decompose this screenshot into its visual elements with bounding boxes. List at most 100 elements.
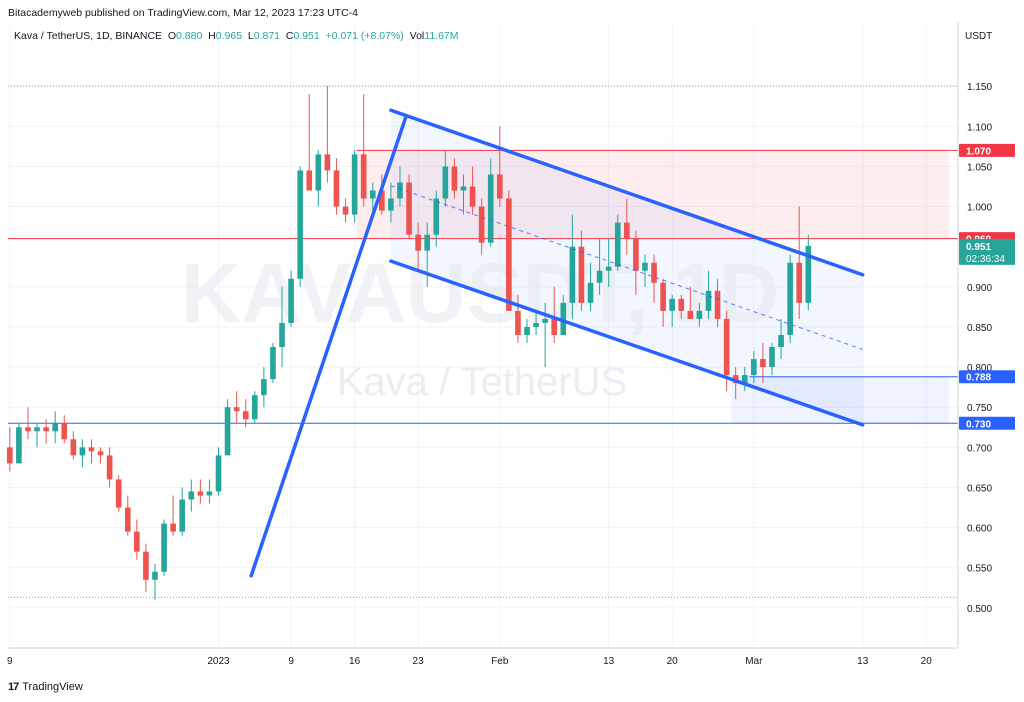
- candle: [751, 351, 757, 384]
- candle: [741, 367, 748, 392]
- candle-body: [642, 262, 648, 271]
- candle-body: [796, 262, 803, 303]
- candle: [533, 310, 539, 335]
- candle: [642, 254, 648, 287]
- candle-body: [170, 523, 176, 532]
- resistance-zone: [356, 150, 949, 239]
- candle: [769, 342, 775, 376]
- candle-body: [233, 407, 240, 412]
- candle-body: [242, 411, 249, 420]
- candle: [16, 423, 22, 464]
- ohlc-legend: Kava / TetherUS, 1D, BINANCE O0.880 H0.9…: [14, 30, 459, 42]
- price-tick-label: 0.800: [967, 363, 992, 374]
- candle: [97, 447, 104, 464]
- candle-body: [487, 174, 494, 243]
- candle-body: [351, 154, 358, 215]
- candle: [451, 158, 458, 199]
- candle-body: [741, 375, 748, 384]
- candle-body: [388, 198, 394, 211]
- legend-low: 0.871: [253, 30, 281, 42]
- channel-lines: [249, 108, 865, 578]
- candle-body: [651, 262, 657, 283]
- candle: [524, 318, 530, 343]
- candle: [478, 198, 485, 255]
- candle: [415, 222, 421, 271]
- time-tick-label: 13: [857, 656, 869, 667]
- candle: [324, 86, 331, 183]
- candle-body: [760, 359, 766, 368]
- candle: [143, 543, 149, 592]
- candle-body: [152, 571, 158, 580]
- last-price-label: 0.951: [966, 242, 991, 253]
- tradingview-logo-icon: 17: [8, 681, 19, 693]
- candle: [79, 439, 86, 468]
- candle-body: [769, 347, 775, 368]
- candle-body: [578, 246, 585, 303]
- candle: [170, 495, 176, 536]
- candle-body: [605, 266, 612, 271]
- footer-brand: TradingView: [22, 681, 83, 693]
- candle: [778, 318, 784, 360]
- candle-body: [596, 270, 603, 283]
- legend-open-key: O: [167, 30, 177, 42]
- time-tick-label: Feb: [491, 656, 509, 667]
- candle-body: [751, 359, 757, 376]
- candle: [560, 294, 567, 335]
- time-tick-label: 9: [7, 656, 13, 667]
- candle: [388, 182, 394, 223]
- price-tick-label: 0.850: [967, 323, 992, 334]
- candle: [424, 222, 431, 287]
- candle-body: [215, 455, 222, 492]
- candle-body: [179, 499, 186, 532]
- candle-body: [34, 427, 40, 432]
- candle: [596, 238, 603, 295]
- candle-body: [79, 447, 86, 456]
- candle: [397, 166, 403, 207]
- candle: [297, 166, 303, 287]
- candle-body: [614, 222, 621, 267]
- candle: [515, 294, 521, 343]
- candle-body: [515, 310, 521, 335]
- candle: [442, 150, 449, 207]
- legend-open: 0.880: [176, 30, 203, 42]
- candle: [251, 391, 258, 424]
- price-tick-label: 0.500: [967, 604, 992, 615]
- candle-body: [369, 190, 376, 199]
- candle: [233, 391, 240, 424]
- candle-body: [43, 427, 49, 432]
- candle-body: [88, 447, 95, 452]
- candle: [433, 190, 440, 247]
- candle: [124, 495, 131, 536]
- candle-body: [342, 206, 349, 215]
- candle: [624, 198, 630, 255]
- candle-body: [288, 278, 294, 323]
- time-tick-label: Mar: [745, 656, 763, 667]
- candle: [242, 399, 249, 428]
- candle-body: [115, 479, 122, 508]
- candle-body: [669, 298, 675, 311]
- price-axis-unit: USDT: [965, 31, 993, 42]
- level-label-bg: [959, 143, 1015, 157]
- candle-body: [360, 154, 367, 199]
- candle: [506, 190, 512, 311]
- candle: [360, 94, 367, 207]
- candle-body: [333, 170, 340, 207]
- channel-lower-line: [389, 259, 865, 427]
- candle-body: [306, 170, 313, 191]
- time-tick-label: 16: [349, 656, 361, 667]
- candle-body: [7, 447, 13, 464]
- legend-low-key: L: [247, 30, 254, 42]
- candle: [787, 254, 793, 343]
- candle: [496, 126, 503, 207]
- candle-body: [587, 282, 594, 303]
- candle: [43, 419, 49, 444]
- last-price-bg: [959, 238, 1015, 265]
- candle: [25, 407, 31, 440]
- legend-close-key: C: [285, 30, 294, 42]
- candle-body: [778, 334, 784, 348]
- candle: [7, 427, 13, 472]
- candle: [161, 519, 167, 576]
- candle-body: [188, 491, 195, 500]
- level-label: 0.788: [966, 373, 991, 384]
